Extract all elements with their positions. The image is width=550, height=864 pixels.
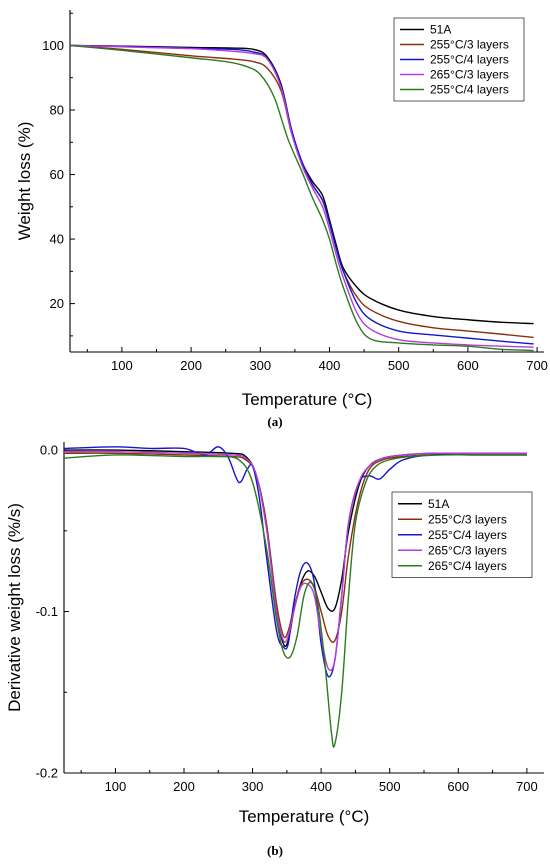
legend-label: 51A <box>428 497 449 511</box>
legend-label: 255°C/3 layers <box>430 38 509 52</box>
x-tick-label: 100 <box>105 779 127 794</box>
y-tick-label: 20 <box>50 296 64 311</box>
x-tick-label: 300 <box>242 779 264 794</box>
x-tick-label: 400 <box>310 779 332 794</box>
x-tick-label: 200 <box>180 358 202 373</box>
y-tick-label: 0.0 <box>40 443 58 458</box>
x-tick-label: 200 <box>173 779 195 794</box>
legend-label: 265°C/4 layers <box>428 559 507 573</box>
x-tick-label: 700 <box>526 358 548 373</box>
legend-label: 51A <box>430 23 451 37</box>
x-tick-label: 600 <box>457 358 479 373</box>
panel-label: (b) <box>267 843 283 858</box>
series-line-3 <box>63 446 527 678</box>
y-tick-label: 60 <box>50 167 64 182</box>
x-tick-label: 500 <box>379 779 401 794</box>
panel-b: 100 200 300 400 500 600 700 0.0 -0.1 -0.2 Temperat… <box>5 442 544 858</box>
x-axis-title: Temperature (°C) <box>242 390 373 409</box>
x-tick-label: 500 <box>388 358 410 373</box>
series-line-4 <box>63 450 527 672</box>
x-axis-title: Temperature (°C) <box>239 807 370 826</box>
legend-label: 255°C/4 layers <box>428 528 507 542</box>
x-tick-label: 400 <box>319 358 341 373</box>
x-tick-label: 700 <box>516 779 538 794</box>
y-axis-title: Weight loss (%) <box>15 122 34 241</box>
y-tick-label: -0.2 <box>36 766 58 781</box>
panel-label: (a) <box>267 414 282 429</box>
series-line-2 <box>63 452 527 643</box>
series-line-4 <box>69 44 534 348</box>
series-line-3 <box>69 44 534 345</box>
legend-label: 255°C/4 layers <box>430 83 509 97</box>
x-tick-label: 100 <box>111 358 133 373</box>
y-tick-label: 40 <box>50 232 64 247</box>
legend-label: 265°C/3 layers <box>430 68 509 82</box>
series-line-1 <box>69 44 534 325</box>
legend-label: 255°C/3 layers <box>428 512 507 526</box>
legend-label: 265°C/3 layers <box>428 543 507 557</box>
series-line-5 <box>69 44 534 352</box>
y-tick-label: 80 <box>50 103 64 118</box>
panel-a: 100 200 300 400 500 600 700 20 40 60 80 100 Temperat… <box>15 10 548 429</box>
x-tick-label: 600 <box>447 779 469 794</box>
legend-label: 255°C/4 layers <box>430 53 509 67</box>
y-tick-label: -0.1 <box>36 604 58 619</box>
series-line-5 <box>63 454 527 748</box>
x-tick-label: 300 <box>249 358 271 373</box>
y-tick-label: 100 <box>42 38 64 53</box>
y-axis-title: Derivative weight loss (%/s) <box>5 503 24 712</box>
